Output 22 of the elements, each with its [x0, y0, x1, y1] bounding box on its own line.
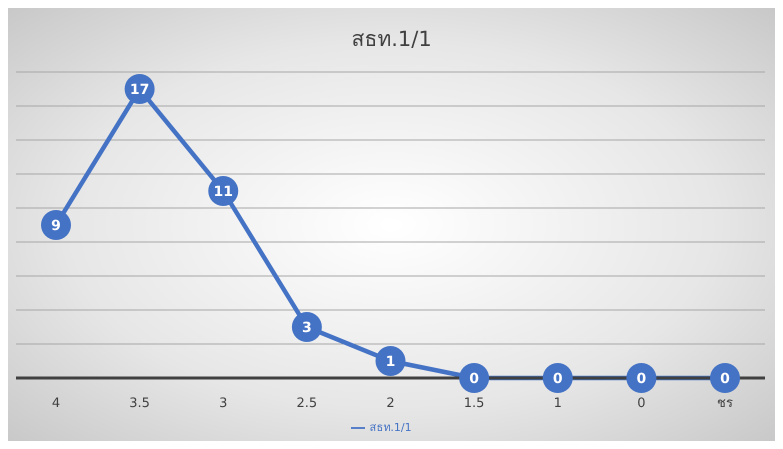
- data-label: 0: [469, 370, 480, 387]
- data-label: 17: [130, 82, 150, 98]
- x-tick-label: 4: [52, 396, 60, 412]
- data-label: 11: [214, 184, 233, 200]
- x-tick-label: ชร: [717, 396, 733, 412]
- data-label: 0: [636, 370, 646, 387]
- chart-title: สธท.1/1: [350, 26, 433, 53]
- legend-label: สธท.1/1: [369, 421, 412, 434]
- x-tick-label: 3: [219, 396, 228, 412]
- x-tick-label: 1: [554, 396, 562, 412]
- data-label: 0: [552, 370, 563, 387]
- point: [292, 312, 322, 342]
- x-tick-label: 3.5: [129, 396, 150, 412]
- point: [376, 346, 406, 376]
- x-tick-label: 2: [386, 396, 395, 412]
- data-label: 9: [51, 218, 61, 234]
- x-tick-label: 0: [637, 396, 646, 412]
- data-label: 3: [302, 320, 312, 336]
- x-tick-label: 2.5: [296, 396, 318, 412]
- data-label: 0: [720, 370, 730, 387]
- x-tick-label: 1.5: [464, 396, 484, 412]
- data-label: 1: [386, 354, 396, 370]
